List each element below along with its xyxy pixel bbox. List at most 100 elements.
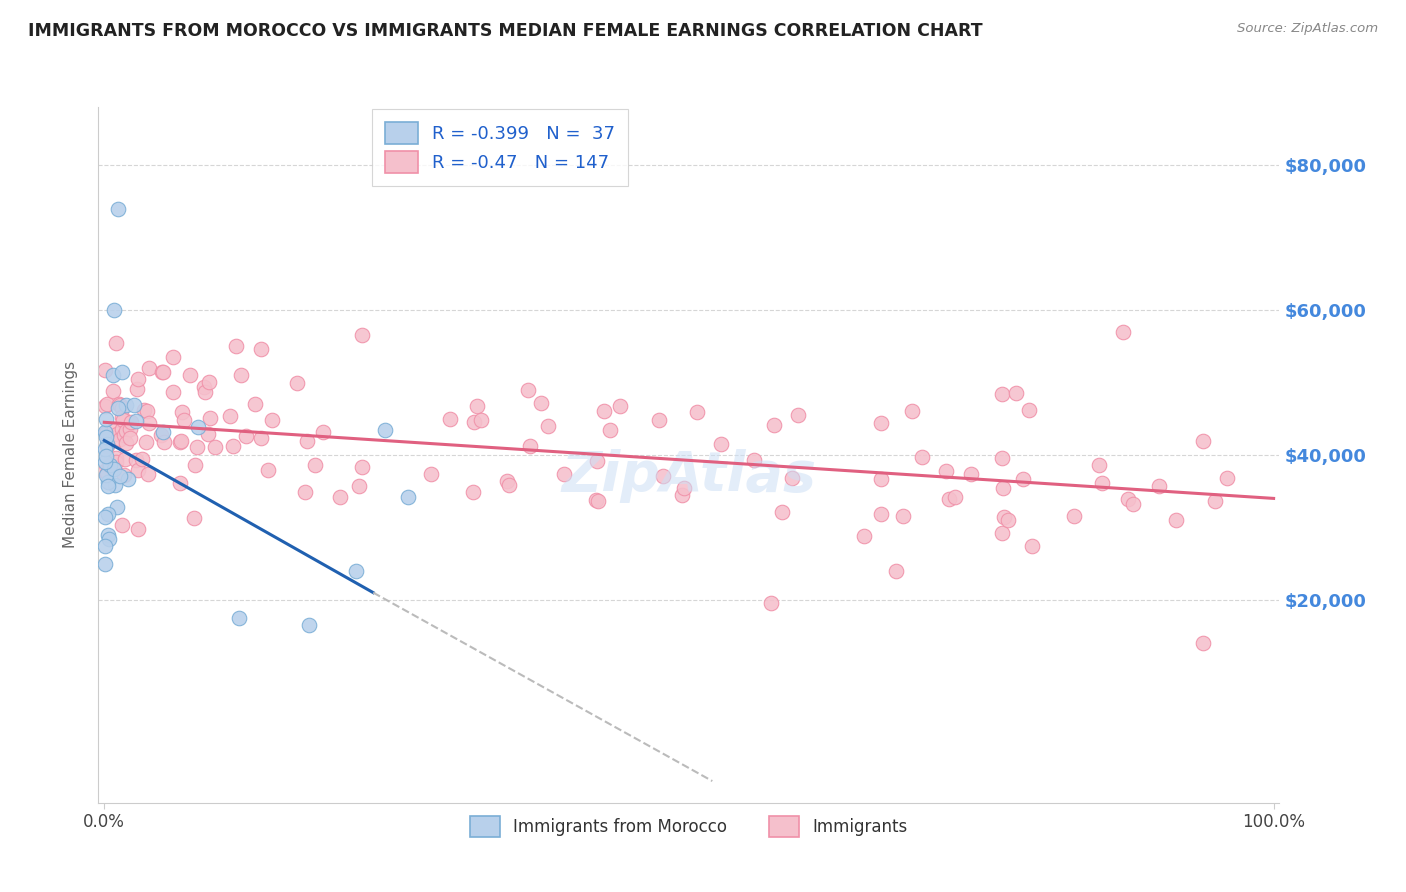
Point [105, 500, 128, 514]
Point [94, 455, 117, 469]
Point [374, 423, 396, 437]
Point [111, 365, 134, 379]
Point [94, 557, 117, 571]
Point [169, 435, 191, 450]
Point [1063, 509, 1085, 524]
Point [127, 522, 149, 536]
Point [162, 385, 184, 400]
Point [104, 451, 127, 466]
Point [295, 434, 318, 449]
Point [1164, 513, 1187, 527]
Point [108, 398, 131, 412]
Text: ZipAtlas: ZipAtlas [561, 449, 817, 503]
Point [125, 453, 148, 467]
Point [553, 467, 575, 481]
Point [103, 384, 125, 398]
Point [94, 539, 117, 553]
Legend: Immigrants from Morocco, Immigrants: Immigrants from Morocco, Immigrants [464, 810, 914, 843]
Point [1088, 458, 1111, 472]
Point [1005, 386, 1028, 401]
Point [993, 510, 1015, 524]
Point [648, 413, 671, 427]
Y-axis label: Median Female Earnings: Median Female Earnings [63, 361, 77, 549]
Point [97, 475, 120, 489]
Point [1091, 475, 1114, 490]
Point [945, 490, 967, 504]
Point [96, 436, 118, 450]
Point [496, 474, 519, 488]
Point [101, 368, 124, 382]
Point [98, 458, 121, 472]
Point [162, 350, 184, 364]
Point [935, 464, 957, 478]
Point [465, 399, 488, 413]
Point [1011, 472, 1033, 486]
Point [94, 464, 117, 478]
Point [470, 413, 492, 427]
Point [997, 513, 1019, 527]
Point [105, 426, 128, 441]
Point [152, 365, 174, 379]
Point [960, 467, 983, 482]
Point [1147, 479, 1170, 493]
Point [103, 303, 125, 318]
Point [742, 453, 765, 467]
Point [285, 376, 308, 390]
Point [586, 493, 609, 508]
Point [115, 436, 138, 450]
Text: IMMIGRANTS FROM MOROCCO VS IMMIGRANTS MEDIAN FEMALE EARNINGS CORRELATION CHART: IMMIGRANTS FROM MOROCCO VS IMMIGRANTS ME… [28, 22, 983, 40]
Point [249, 342, 271, 356]
Point [517, 383, 540, 397]
Point [911, 450, 934, 464]
Point [152, 425, 174, 439]
Point [96, 466, 118, 480]
Point [780, 470, 803, 484]
Point [115, 398, 138, 412]
Point [235, 429, 257, 443]
Point [112, 428, 135, 442]
Point [229, 368, 252, 382]
Point [938, 491, 960, 506]
Point [170, 434, 193, 448]
Point [103, 462, 125, 476]
Point [111, 401, 134, 415]
Point [1192, 636, 1215, 650]
Point [991, 387, 1014, 401]
Point [186, 441, 208, 455]
Point [329, 491, 352, 505]
Point [150, 365, 173, 379]
Point [350, 327, 373, 342]
Point [991, 482, 1014, 496]
Point [104, 478, 127, 492]
Point [94, 510, 117, 524]
Point [170, 405, 193, 419]
Point [103, 422, 125, 436]
Point [225, 339, 247, 353]
Point [243, 397, 266, 411]
Point [173, 413, 195, 427]
Point [198, 376, 221, 390]
Point [990, 525, 1012, 540]
Point [671, 488, 693, 502]
Point [152, 434, 174, 449]
Point [104, 335, 127, 350]
Point [869, 507, 891, 521]
Point [97, 507, 120, 521]
Point [530, 396, 553, 410]
Point [120, 431, 142, 445]
Point [94, 468, 117, 483]
Point [138, 361, 160, 376]
Point [138, 416, 160, 430]
Point [685, 405, 707, 419]
Point [97, 527, 120, 541]
Point [396, 490, 419, 504]
Point [609, 399, 631, 413]
Point [104, 455, 127, 469]
Point [298, 618, 321, 632]
Point [111, 413, 134, 427]
Point [120, 415, 142, 429]
Point [94, 425, 117, 440]
Point [519, 439, 541, 453]
Point [187, 419, 209, 434]
Point [349, 479, 371, 493]
